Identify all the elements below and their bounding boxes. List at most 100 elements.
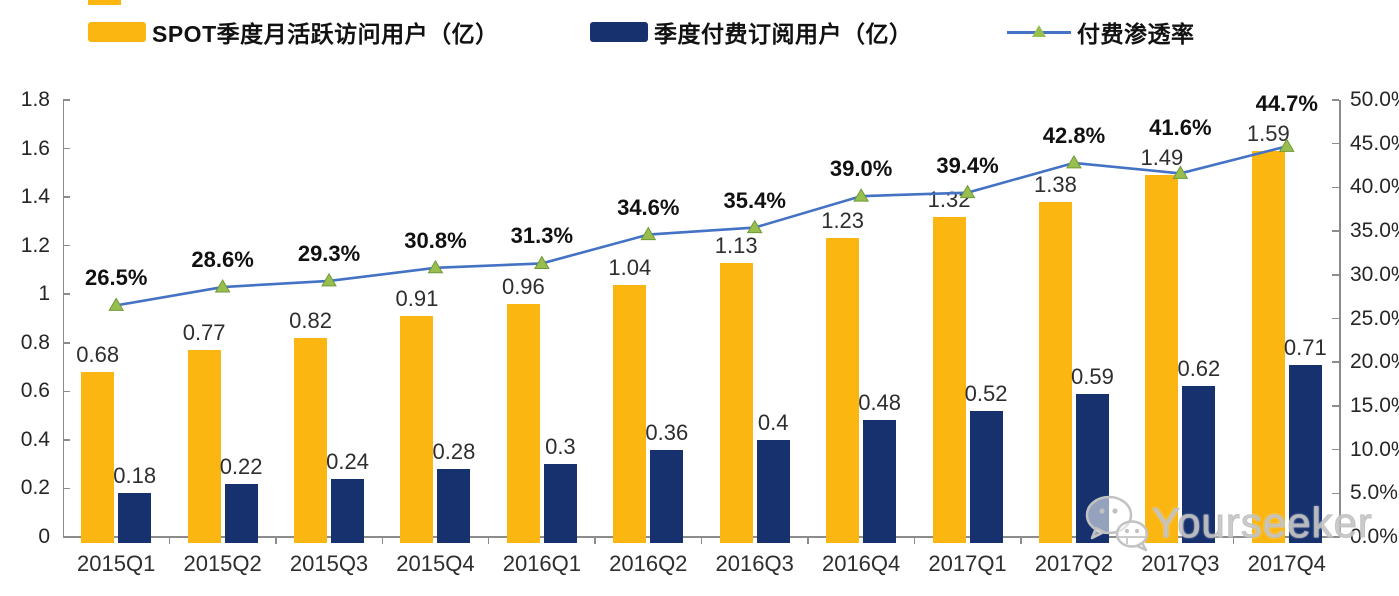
penetration-label: 30.8% [404,227,467,253]
x-axis-tick [594,537,596,544]
mau-bar [719,262,753,543]
subscribers-value-label: 0.59 [1071,363,1114,389]
mau-bar [187,350,221,543]
triangle-marker-icon [746,219,763,234]
mau-bar [81,371,115,543]
x-tick-label: 2015Q3 [289,551,369,576]
x-tick-label: 2015Q2 [183,551,262,576]
penetration-label: 29.3% [297,240,361,266]
y-axis-label-left: 0.8 [20,330,50,354]
mau-value-label: 1.23 [821,208,865,234]
x-tick-label: 2017Q3 [1141,551,1220,576]
y-axis-label-right: 20.0% [1350,350,1399,374]
mau-value-label: 0.91 [395,286,439,312]
y-axis-right-tick [1332,317,1339,320]
y-axis-label-right: 45.0% [1350,131,1399,155]
subscribers-bar [224,483,258,543]
y-axis-label-left: 1.2 [20,233,50,257]
subscribers-bar [543,464,577,543]
subscribers-value-label: 0.24 [326,448,369,474]
y-axis-label-left: 0.4 [20,427,50,451]
mau-value-label: 0.82 [289,307,332,333]
x-axis-tick [487,537,490,544]
y-axis-left-tick [63,390,70,393]
y-axis-right [1339,100,1341,537]
penetration-label: 41.6% [1149,115,1212,141]
subscribers-value-label: 0.48 [858,390,902,416]
mau-value-label: 1.49 [1140,145,1184,171]
subscribers-bar [863,420,897,543]
subscribers-bar [756,439,790,543]
x-tick-label: 2016Q1 [502,551,582,576]
x-tick-label: 2017Q4 [1247,551,1326,576]
mau-value-label: 1.59 [1246,120,1290,146]
mau-bar [400,316,434,543]
penetration-label: 34.6% [617,194,680,220]
x-tick-label: 2016Q3 [715,551,794,576]
penetration-label: 28.6% [191,247,254,273]
legend-item-subscribers: 季度付费订阅用户（亿） [590,18,913,47]
y-axis-label-left: 1.4 [20,185,50,209]
mau-legend-label: SPOT季度月活跃访问用户（亿） [152,21,499,47]
y-axis-label-right: 25.0% [1350,306,1399,330]
y-axis-label-right: 5.0% [1350,481,1398,505]
y-axis-left-tick [63,99,70,101]
penetration-label: 26.5% [85,265,148,291]
x-axis [63,536,1340,538]
triangle-marker-icon [1066,154,1082,169]
subscribers-legend-label: 季度付费订阅用户（亿） [654,21,913,47]
mau-value-label: 0.77 [182,320,226,346]
y-axis-left-tick [63,342,70,344]
y-axis-label-right: 30.0% [1350,262,1399,286]
y-axis-left-tick [63,536,70,538]
penetration-label: 39.0% [829,156,893,182]
y-axis-label-left: 0 [38,525,50,548]
triangle-marker-icon [321,272,337,287]
y-axis-label-left: 1 [38,282,50,306]
mau-value-label: 1.04 [608,254,652,280]
y-axis-left-tick [63,439,70,441]
triangle-marker-icon [853,188,869,202]
subscribers-value-label: 0.18 [113,463,157,489]
subscribers-value-label: 0.3 [545,434,576,460]
triangle-marker-icon [1032,25,1046,37]
mau-value-label: 0.68 [76,341,120,367]
y-axis-right-tick [1332,492,1339,495]
mau-bar [613,284,647,543]
triangle-marker-icon [427,259,444,274]
watermark: Yourseeker [1082,492,1373,554]
subscribers-value-label: 0.22 [219,453,263,479]
subscribers-bar [437,469,471,543]
y-axis-right-tick [1332,536,1339,538]
y-axis-left-tick [63,147,70,150]
y-axis-label-right: 10.0% [1350,437,1399,461]
penetration-label: 42.8% [1042,122,1106,148]
triangle-marker-icon [214,279,231,293]
x-tick-label: 2017Q2 [1034,551,1114,576]
triangle-marker-icon [640,226,657,241]
mau-value-label: 1.32 [927,186,971,212]
subscribers-bar [331,478,365,543]
subscribers-value-label: 0.52 [964,380,1008,406]
x-tick-label: 2016Q4 [821,551,901,576]
penetration-legend-label: 付费渗透率 [1077,21,1195,47]
subscribers-bar [1288,364,1322,543]
mau-bar [294,337,328,543]
x-tick-label: 2015Q1 [77,551,156,576]
triangle-marker-icon [534,255,550,269]
subscribers-bar [650,449,684,543]
x-axis-tick [807,537,809,544]
x-tick-label: 2015Q4 [396,551,475,576]
mau-value-label: 1.38 [1034,171,1077,197]
y-axis-label-left: 1.6 [20,136,50,160]
x-tick-label: 2016Q2 [609,551,688,576]
y-axis-label-right: 0.0% [1350,525,1398,548]
mau-bar [932,216,966,543]
wechat-icon [1085,495,1149,552]
y-axis-right-tick [1332,448,1339,451]
mau-legend-swatch [88,22,146,42]
subscribers-value-label: 0.71 [1283,334,1327,360]
x-axis-tick [275,537,277,544]
mau-value-label: 0.96 [501,273,545,299]
